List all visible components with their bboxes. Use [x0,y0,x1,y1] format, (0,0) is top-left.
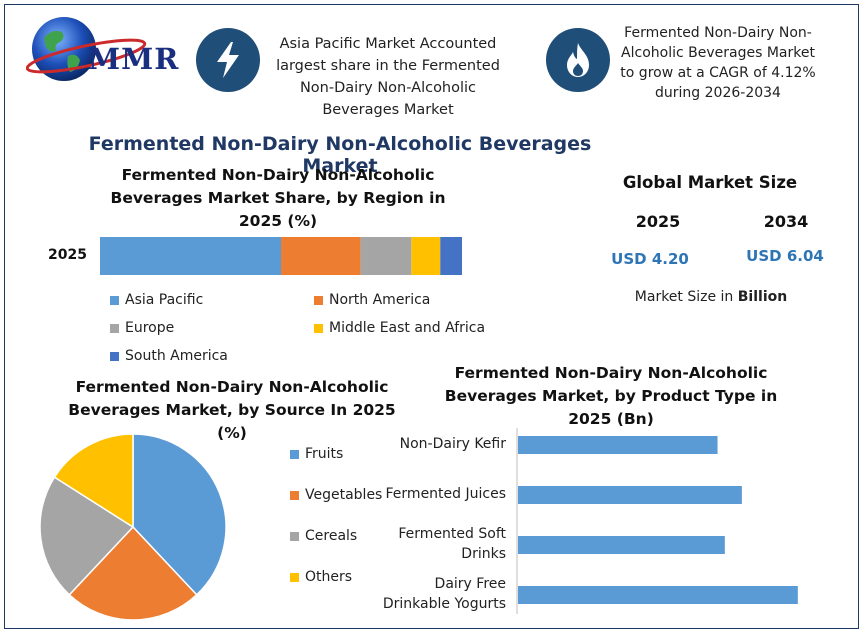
source-legend: Fruits Vegetables Cereals Others [290,446,390,596]
region-legend-item-north-america: North America [314,292,430,308]
region-bar-segment-north-america [281,237,361,275]
legend-label: Fruits [305,446,344,462]
logo-text: MMR [88,42,180,76]
product-chart-title: Fermented Non-Dairy Non-Alcoholic Bevera… [444,364,778,428]
legend-label: Vegetables [305,487,383,503]
region-bar-segment-europe [360,237,412,275]
market-size-value-2025: USD 4.20 [611,250,689,268]
header-info-right: Fermented Non-Dairy Non-Alcoholic Bevera… [620,25,816,101]
region-legend-item-middle-east-and-africa: Middle East and Africa [314,320,485,336]
region-category-label: 2025 [48,247,87,263]
legend-swatch [110,295,119,305]
source-legend-item-others: Others [290,569,352,585]
region-bar-segment-asia-pacific [100,237,281,275]
product-bar-chart [516,428,798,614]
legend-label: Middle East and Africa [329,320,486,336]
pie-slice-fruits [132,433,227,596]
market-size-year-2034: 2034 [763,212,809,231]
region-legend-item-south-america: South America [110,348,228,364]
legend-label: Cereals [305,528,358,544]
legend-label: Asia Pacific [125,292,204,308]
source-pie-chart [39,433,227,621]
market-size-value-2034: USD 6.04 [746,247,824,265]
legend-swatch [290,449,299,459]
product-bar-dairy-free-drinkable-yogurts [518,586,798,604]
lightning-icon-badge [196,28,260,92]
source-legend-item-cereals: Cereals [290,528,357,544]
market-size-title: Global Market Size [622,173,798,192]
flame-icon-badge [546,28,610,92]
pie-slice-others [53,433,134,529]
legend-swatch [290,531,299,541]
flame-icon [567,43,589,77]
region-legend-item-asia-pacific: Asia Pacific [110,292,203,308]
market-size-note-bold: Billion [737,289,788,305]
source-legend-item-fruits: Fruits [290,446,343,462]
legend-label: Europe [125,320,175,336]
legend-swatch [110,351,119,361]
source-legend-item-vegetables: Vegetables [290,487,382,503]
region-chart-title: Fermented Non-Dairy Non-Alcoholic Bevera… [110,166,446,230]
legend-swatch [290,490,299,500]
product-category-labels: Non-Dairy Kefir Fermented Juices Fermented… [370,428,506,618]
logo: MMR [25,12,180,92]
legend-label: South America [125,348,228,364]
legend-swatch [110,323,119,333]
pie-slice-cereals [39,476,135,596]
product-bar-fermented-juices [518,486,742,504]
legend-swatch [314,295,323,305]
pie-slice-vegetables [68,525,198,621]
region-legend-item-europe: Europe [110,320,174,336]
legend-label: Others [305,569,353,585]
market-size-year-2025: 2025 [635,212,681,231]
product-category-label: Dairy Free Drinkable Yogurts [382,576,506,612]
globe-icon [25,17,147,81]
legend-swatch [290,572,299,582]
main-title: Fermented Non-Dairy Non-Alcoholic Bevera… [88,133,592,177]
source-chart-title: Fermented Non-Dairy Non-Alcoholic Bevera… [68,378,396,442]
market-size-note-prefix: Market Size in [634,289,738,305]
product-bar-fermented-soft-drinks [518,536,725,554]
header-info-left: Asia Pacific Market Accounted largest sh… [276,36,500,118]
region-stacked-bar [100,237,462,275]
product-category-label: Fermented Soft Drinks [398,526,506,562]
legend-label: North America [329,292,431,308]
legend-swatch [314,323,323,333]
product-bar-non-dairy-kefir [518,436,718,454]
product-category-label: Non-Dairy Kefir [399,436,506,452]
infographic-frame [4,4,859,629]
region-bar-segment-middle-east-and-africa [411,237,441,275]
product-category-label: Fermented Juices [385,486,506,502]
region-bar-segment-south-america [440,237,462,275]
region-legend: Asia Pacific North America Europe Middle Ea… [110,292,530,372]
market-size-note: Market Size in Billion [600,289,822,305]
lightning-icon [217,42,239,78]
